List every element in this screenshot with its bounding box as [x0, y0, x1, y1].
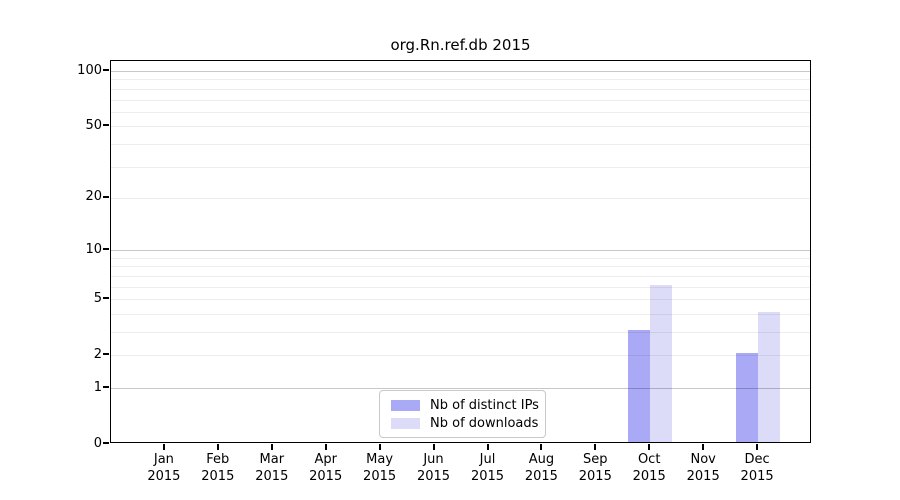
x-tick-label: Jun 2015 — [416, 452, 451, 484]
x-tick-label: Sep 2015 — [578, 452, 612, 484]
x-tick-label: Dec 2015 — [740, 452, 774, 484]
x-tick-label: Nov 2015 — [686, 452, 720, 484]
legend: Nb of distinct IPs Nb of downloads — [379, 390, 546, 438]
plot-area — [110, 60, 811, 443]
x-tick-label: Aug 2015 — [524, 452, 558, 484]
y-tick-label: 1 — [93, 379, 102, 395]
x-axis-tick — [540, 444, 543, 450]
legend-swatch-distinct-ips — [391, 399, 420, 411]
y-axis-tick — [103, 124, 109, 127]
bar-distinct-ips — [736, 353, 759, 442]
bar-downloads — [650, 284, 673, 442]
y-axis-tick — [103, 442, 109, 444]
x-axis-tick — [486, 444, 489, 450]
y-tick-label: 100 — [77, 62, 102, 78]
bar-downloads — [758, 311, 781, 442]
y-axis-tick — [103, 386, 109, 388]
x-tick-label: Jan 2015 — [147, 452, 181, 484]
x-axis-tick — [162, 444, 165, 450]
x-axis-tick — [702, 444, 705, 450]
x-axis-tick — [324, 444, 327, 450]
x-tick-label: Apr 2015 — [309, 452, 343, 484]
y-axis-tick — [103, 69, 109, 71]
legend-row: Nb of distinct IPs — [386, 396, 539, 414]
chart-title: org.Rn.ref.db 2015 — [390, 36, 531, 54]
x-axis-tick — [756, 444, 759, 450]
legend-row: Nb of downloads — [386, 414, 539, 432]
x-tick-label: Jul 2015 — [470, 452, 505, 484]
x-axis-tick — [270, 444, 273, 450]
y-tick-label: 0 — [93, 435, 102, 451]
x-axis-tick — [216, 444, 219, 450]
y-tick-label: 10 — [85, 241, 102, 257]
x-tick-label: May 2015 — [363, 452, 397, 484]
x-axis-tick — [432, 444, 435, 450]
x-tick-label: Mar 2015 — [255, 452, 289, 484]
legend-label-downloads: Nb of downloads — [430, 415, 539, 431]
legend-swatch-downloads — [391, 417, 420, 429]
x-axis-tick — [648, 444, 651, 450]
x-axis-tick — [378, 444, 381, 450]
y-tick-label: 50 — [85, 117, 102, 133]
y-axis-tick — [103, 195, 109, 198]
x-tick-label: Oct 2015 — [632, 452, 666, 484]
bar-distinct-ips — [628, 330, 651, 442]
y-tick-label: 2 — [93, 346, 102, 362]
y-tick-label: 20 — [85, 189, 102, 205]
y-axis-tick — [103, 353, 109, 356]
x-tick-label: Feb 2015 — [201, 452, 235, 484]
y-axis-tick — [103, 248, 109, 251]
y-tick-label: 5 — [93, 290, 102, 306]
bars-layer — [111, 61, 810, 442]
x-axis-tick — [594, 444, 597, 450]
legend-label-distinct-ips: Nb of distinct IPs — [430, 397, 539, 413]
y-axis-tick — [103, 297, 109, 300]
